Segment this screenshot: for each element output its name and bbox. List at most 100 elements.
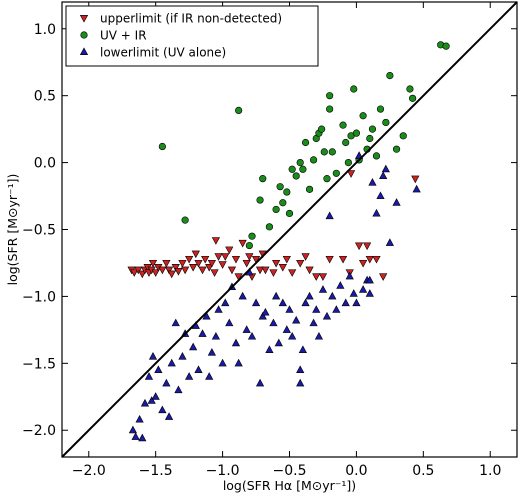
data-point	[171, 318, 180, 327]
data-point	[318, 285, 328, 293]
data-point	[328, 291, 337, 300]
data-point	[339, 121, 347, 129]
data-point	[323, 175, 331, 183]
data-point	[274, 338, 283, 347]
data-point	[372, 152, 381, 160]
data-point	[365, 289, 374, 297]
data-point	[147, 396, 156, 404]
data-point	[269, 318, 278, 327]
data-point	[201, 255, 210, 264]
x-axis-label: log(SFR Hα [M⊙yr⁻¹])	[223, 478, 356, 493]
data-point	[392, 198, 401, 206]
data-point	[305, 185, 314, 193]
data-point	[285, 209, 294, 218]
data-point	[261, 307, 270, 316]
data-point	[211, 331, 221, 340]
data-point	[210, 269, 219, 277]
legend: upperlimit (if IR non-detected) UV + IR lo…	[65, 5, 319, 67]
data-point	[288, 331, 297, 340]
data-point	[198, 329, 207, 337]
data-point	[320, 148, 328, 156]
y-tick-label: 0.0	[34, 156, 56, 172]
data-point	[341, 298, 350, 307]
data-point	[342, 138, 350, 147]
data-point	[158, 405, 167, 414]
data-point	[409, 94, 417, 102]
data-point	[269, 269, 278, 277]
data-point	[399, 132, 407, 140]
data-point	[238, 291, 247, 300]
data-point	[265, 223, 274, 231]
data-point	[256, 196, 264, 204]
data-markers	[127, 41, 450, 442]
data-point	[285, 305, 294, 313]
data-point	[259, 175, 267, 183]
data-point	[282, 325, 291, 333]
data-point	[305, 291, 314, 300]
data-point	[151, 269, 160, 277]
data-point	[376, 105, 385, 113]
x-tick-label: −0.5	[273, 463, 307, 479]
legend-label: upperlimit (if IR non-detected)	[100, 12, 282, 26]
data-point	[185, 255, 194, 264]
data-point	[366, 134, 374, 143]
data-point	[325, 255, 334, 264]
series-2	[158, 41, 450, 250]
data-point	[288, 269, 297, 277]
data-point	[255, 378, 265, 387]
data-point	[354, 242, 364, 251]
data-point	[167, 358, 176, 367]
data-point	[376, 191, 385, 200]
data-point	[359, 112, 367, 120]
data-point	[164, 266, 174, 275]
data-point	[296, 259, 305, 268]
data-point	[174, 267, 183, 276]
x-tick-label: 0.5	[412, 463, 434, 479]
data-point	[368, 178, 377, 186]
data-point	[325, 211, 334, 220]
data-point	[235, 106, 243, 114]
data-point	[328, 148, 336, 156]
data-point	[292, 172, 300, 180]
data-point	[130, 269, 139, 277]
data-point	[318, 125, 326, 133]
y-tick-label: −0.5	[22, 223, 56, 239]
data-point	[305, 266, 314, 275]
data-point	[185, 372, 194, 380]
data-point	[379, 273, 388, 281]
data-point	[272, 259, 281, 268]
data-point	[338, 255, 348, 264]
x-tick-label: −1.5	[139, 463, 173, 479]
data-point	[144, 372, 154, 380]
legend-marker	[79, 47, 89, 56]
data-point	[178, 259, 187, 268]
data-point	[345, 271, 354, 280]
data-point	[292, 315, 301, 324]
data-point	[344, 158, 352, 167]
data-point	[207, 348, 216, 356]
data-point	[171, 263, 180, 272]
data-point	[189, 263, 198, 272]
data-point	[379, 171, 388, 179]
data-point	[412, 184, 421, 193]
data-point	[332, 305, 341, 313]
data-point	[227, 266, 237, 275]
data-point	[312, 273, 321, 281]
data-point	[301, 298, 310, 307]
y-tick-label: −1.0	[22, 289, 56, 305]
y-tick-label: 0.5	[34, 89, 56, 105]
data-point	[296, 378, 305, 387]
data-point	[194, 365, 203, 374]
data-point	[382, 118, 390, 127]
data-point	[411, 175, 420, 184]
data-point	[251, 255, 261, 264]
data-point	[272, 291, 281, 300]
data-point	[392, 145, 401, 153]
data-point	[148, 352, 158, 360]
data-point	[194, 259, 203, 268]
data-point	[296, 158, 304, 167]
data-point	[352, 129, 361, 137]
series-3	[128, 151, 421, 442]
data-point	[278, 263, 287, 272]
